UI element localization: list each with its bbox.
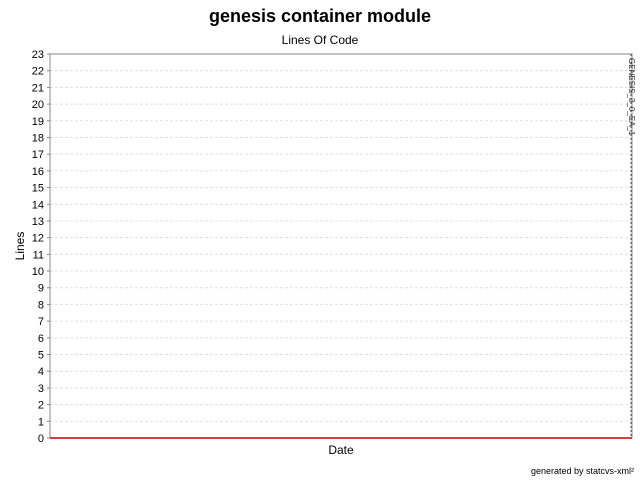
gridlines [50, 70, 632, 422]
x-axis-label: Date [328, 443, 354, 457]
chart-subtitle: Lines Of Code [281, 33, 359, 47]
y-tick-label: 5 [38, 350, 44, 362]
y-tick-label: 3 [38, 383, 44, 395]
y-tick-label: 13 [32, 216, 44, 228]
footer-credit: generated by statcvs-xml² [530, 466, 634, 476]
y-tick-label: 10 [32, 266, 44, 278]
y-tick-label: 22 [32, 66, 44, 78]
annotation-label: GENESIS_3_0_EA_1 [627, 58, 636, 136]
y-tick-label: 21 [32, 82, 44, 94]
y-tick-label: 4 [38, 366, 44, 378]
y-tick-label: 0 [38, 433, 44, 445]
y-tick-label: 2 [38, 400, 44, 412]
y-tick-label: 17 [32, 149, 44, 161]
annotation-layer: GENESIS_3_0_EA_1 [627, 54, 636, 438]
y-tick-label: 23 [32, 49, 44, 61]
y-tick-label: 1 [38, 416, 44, 428]
y-tick-label: 11 [33, 249, 44, 261]
y-tick-label: 19 [32, 116, 44, 128]
y-tick-label: 12 [32, 233, 44, 245]
y-tick-label: 8 [38, 299, 44, 311]
y-tick-label: 9 [38, 283, 44, 295]
y-tick-label: 16 [32, 166, 44, 178]
y-axis-label: Lines [13, 232, 27, 261]
y-tick-label: 20 [32, 99, 44, 111]
y-tick-label: 18 [32, 132, 44, 144]
y-tick-label: 14 [32, 199, 44, 211]
plot-area [49, 53, 633, 439]
y-tick-label: 7 [38, 316, 44, 328]
y-tick-label: 6 [38, 333, 44, 345]
y-tick-label: 15 [32, 183, 44, 195]
chart-title: genesis container module [208, 6, 432, 26]
